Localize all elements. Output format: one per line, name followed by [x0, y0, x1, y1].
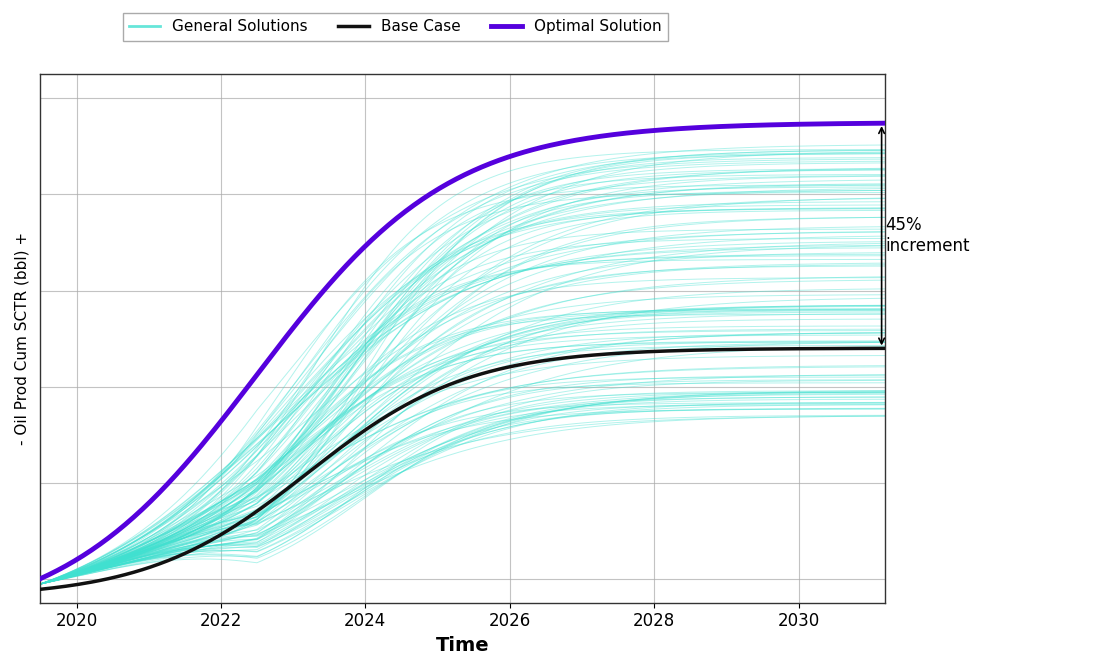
Optimal Solution [85, 546, 98, 554]
Optimal Solution [34, 575, 47, 583]
Base Case [34, 586, 47, 594]
Line: Base Case: Base Case [40, 348, 885, 590]
Optimal Solution [190, 446, 204, 454]
Text: 45%
increment: 45% increment [885, 216, 970, 255]
Y-axis label: - Oil Prod Cum SCTR (bbl) +: - Oil Prod Cum SCTR (bbl) + [15, 232, 30, 445]
Line: Optimal Solution: Optimal Solution [40, 123, 885, 579]
Optimal Solution [67, 557, 81, 565]
Base Case [190, 543, 204, 551]
Base Case [807, 344, 820, 352]
Base Case [258, 501, 272, 509]
X-axis label: Time: Time [436, 636, 490, 655]
Base Case [878, 344, 892, 352]
Optimal Solution [836, 119, 849, 127]
Optimal Solution [807, 120, 820, 128]
Base Case [836, 344, 849, 352]
Optimal Solution [258, 360, 272, 368]
Optimal Solution [878, 119, 892, 127]
Legend: General Solutions, Base Case, Optimal Solution: General Solutions, Base Case, Optimal So… [123, 13, 668, 41]
Base Case [85, 578, 98, 586]
Base Case [67, 581, 81, 589]
